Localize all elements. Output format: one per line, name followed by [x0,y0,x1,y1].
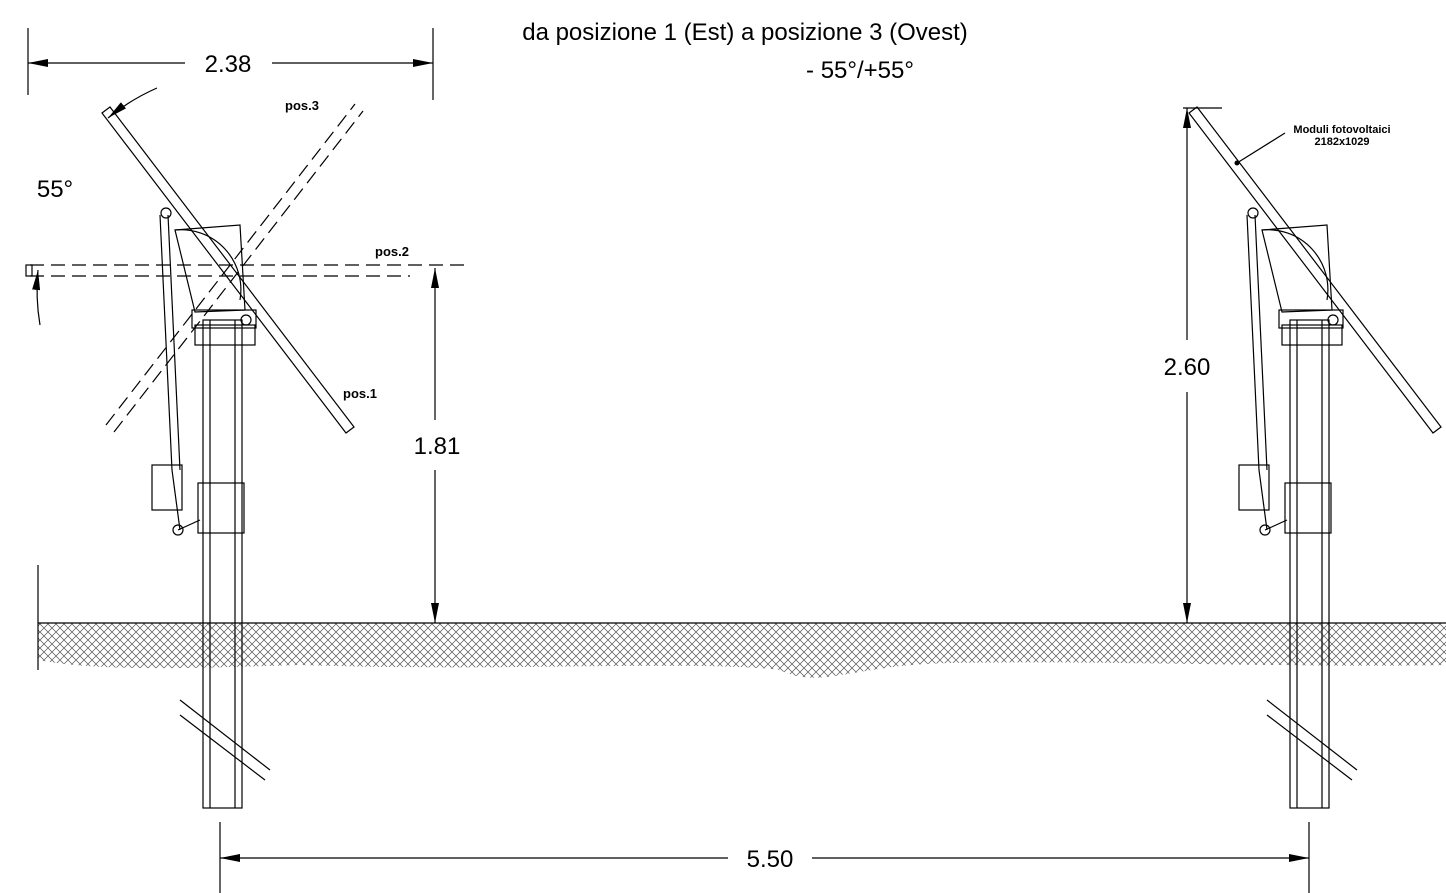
panel-end [25,264,33,277]
position-label: pos.1 [343,386,377,401]
module-note: 2182x1029 [1314,136,1369,148]
position-label: pos.2 [375,244,409,259]
angle-arc [32,269,41,326]
panel-pos2 [30,264,470,277]
dimension-label: 2.38 [205,51,252,78]
title-line1: da posizione 1 (Est) a posizione 3 (Oves… [522,19,968,46]
module-note: Moduli fotovoltaici [1293,124,1390,136]
ground [38,623,1446,678]
position-label: pos.3 [285,98,319,113]
angle-arc [107,87,158,119]
dimension-label: 2.60 [1164,354,1211,381]
leader-line [1236,132,1286,164]
dimension-label: 1.81 [414,433,461,460]
dimension-label: 5.50 [747,846,794,873]
angle-label: 55° [37,176,73,203]
title-line2: - 55°/+55° [806,57,914,84]
leader-dot [1234,160,1240,166]
panel-pos3 [105,103,364,433]
